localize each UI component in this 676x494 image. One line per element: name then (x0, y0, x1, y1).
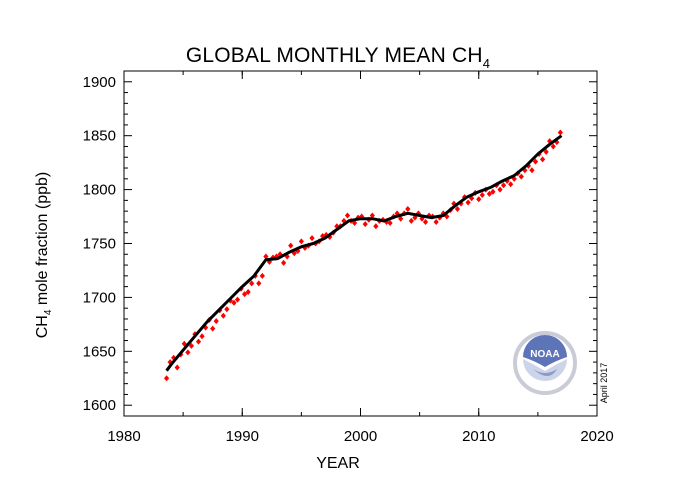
monthly-mean-point (185, 349, 191, 356)
monthly-mean-point (242, 291, 248, 298)
monthly-mean-point (398, 215, 404, 222)
monthly-mean-point (291, 250, 297, 257)
monthly-mean-point (426, 212, 432, 219)
y-tick-label: 1900 (83, 74, 116, 91)
monthly-mean-point (422, 218, 429, 225)
monthly-mean-point (373, 223, 379, 230)
monthly-mean-point (412, 214, 418, 221)
monthly-mean-point (231, 299, 237, 306)
x-tick-label: 1990 (226, 428, 259, 445)
y-tick-label: 1600 (83, 397, 116, 414)
chart-title: GLOBAL MONTHLY MEAN CH4 (0, 44, 676, 71)
monthly-mean-point (387, 220, 393, 227)
monthly-mean-point (188, 342, 195, 349)
noaa-logo-text: NOAA (530, 349, 559, 360)
chart-title-main: GLOBAL MONTHLY MEAN CH (185, 44, 483, 67)
monthly-mean-point (454, 206, 461, 212)
monthly-mean-point (199, 333, 205, 340)
monthly-mean-point (369, 212, 375, 219)
monthly-mean-point (394, 210, 400, 217)
y-tick-label: 1850 (83, 128, 116, 145)
monthly-mean-point (334, 223, 340, 230)
monthly-mean-point (508, 181, 514, 188)
monthly-mean-point (295, 248, 301, 255)
monthly-mean-point (433, 218, 439, 225)
monthly-mean-point (532, 158, 539, 165)
monthly-mean-point (540, 156, 546, 163)
x-tick-label: 2010 (462, 428, 495, 445)
monthly-mean-point (288, 242, 294, 249)
monthly-mean-point (224, 306, 230, 313)
x-tick-label: 1980 (107, 428, 140, 445)
monthly-mean-point (234, 296, 241, 303)
monthly-mean-point (277, 251, 283, 258)
monthly-mean-point (500, 182, 507, 189)
monthly-mean-point (351, 220, 358, 227)
x-tick-label: 2020 (580, 428, 613, 445)
monthly-mean-point (174, 364, 180, 371)
x-tick-label: 2000 (344, 428, 377, 445)
monthly-mean-point (298, 238, 304, 245)
monthly-mean-point (557, 129, 563, 136)
trend-line (165, 134, 563, 372)
monthly-mean-point (405, 206, 411, 212)
monthly-mean-point (195, 338, 202, 345)
monthly-mean-point (362, 221, 368, 228)
monthly-mean-point (210, 325, 216, 332)
monthly-mean-point (256, 280, 262, 287)
monthly-mean-point (490, 188, 496, 195)
monthly-mean-point (163, 375, 170, 382)
monthly-mean-point (465, 199, 471, 206)
monthly-mean-point (220, 312, 226, 319)
monthly-mean-point (213, 318, 219, 325)
monthly-mean-point (263, 253, 269, 260)
monthly-mean-point (344, 212, 351, 219)
monthly-mean-point (281, 259, 287, 266)
monthly-mean-point (249, 280, 255, 287)
y-tick-label: 1650 (83, 343, 116, 360)
chart-title-subscript: 4 (482, 56, 491, 71)
noaa-logo: NOAA (513, 331, 577, 395)
monthly-mean-point (518, 173, 524, 180)
monthly-mean-point (543, 148, 549, 155)
monthly-mean-point (550, 143, 556, 150)
y-tick-label: 1700 (83, 289, 116, 306)
monthly-mean-point (497, 186, 503, 193)
x-axis-label: YEAR (316, 455, 360, 472)
monthly-mean-point (309, 235, 315, 242)
monthly-mean-point (486, 190, 492, 197)
monthly-mean-point (479, 191, 485, 198)
monthly-mean-point (259, 272, 265, 279)
monthly-mean-point (476, 196, 482, 203)
monthly-mean-point (408, 217, 414, 224)
monthly-mean-point (529, 167, 535, 174)
monthly-mean-point (320, 232, 326, 239)
monthly-mean-point (440, 210, 446, 217)
monthly-mean-point (245, 289, 251, 296)
y-tick-label: 1800 (83, 182, 116, 199)
monthly-mean-point (469, 195, 475, 202)
monthly-mean-point (444, 213, 450, 220)
y-tick-label: 1750 (83, 236, 116, 253)
